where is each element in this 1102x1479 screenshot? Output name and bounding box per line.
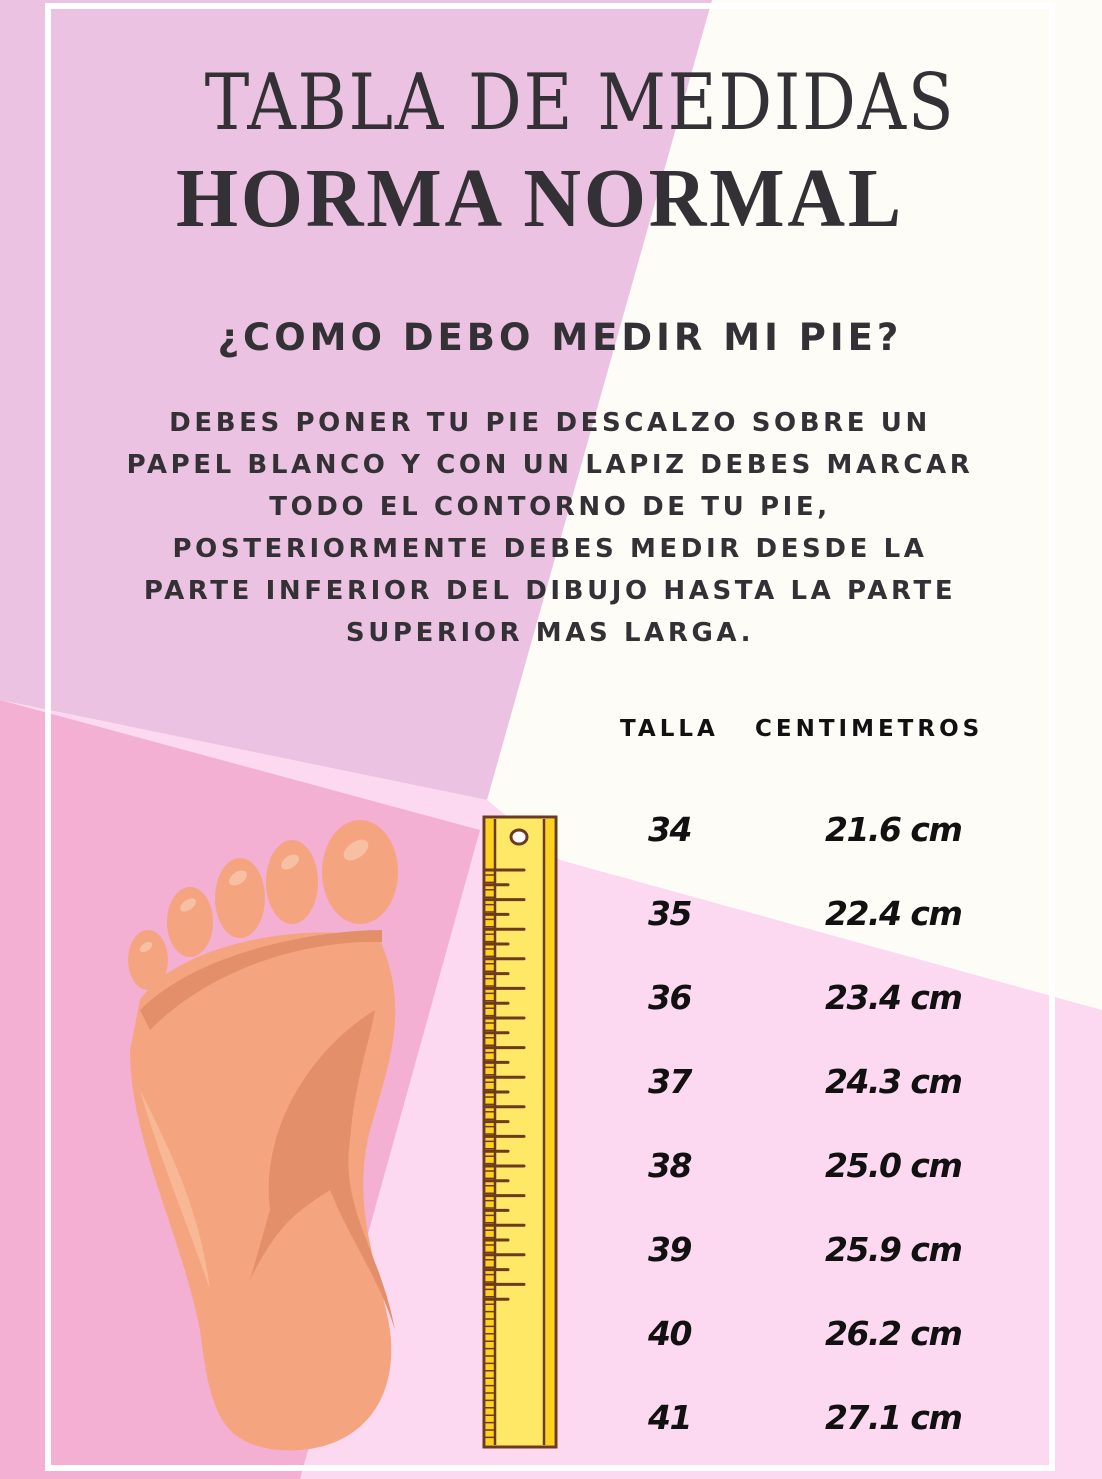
instructions-text: DEBES PONER TU PIE DESCALZO SOBRE UN PAP… [60, 402, 1040, 654]
instruction-line: PAPEL BLANCO Y CON UN LAPIZ DEBES MARCAR [126, 450, 974, 480]
size-cell: 39 [648, 1230, 692, 1269]
instruction-line: DEBES PONER TU PIE DESCALZO SOBRE UN [169, 408, 931, 438]
size-cell: 38 [648, 1146, 692, 1185]
size-cell: 37 [648, 1062, 692, 1101]
cm-cell: 26.2 cm [825, 1314, 963, 1353]
title-line-2: HORMA NORMAL [176, 152, 904, 245]
cm-cell: 27.1 cm [825, 1398, 963, 1437]
size-cell: 40 [648, 1314, 692, 1353]
header-centimetros: CENTIMETROS [755, 716, 984, 742]
cm-cell: 25.0 cm [825, 1146, 963, 1185]
cm-cell: 22.4 cm [825, 894, 963, 933]
cm-cell: 25.9 cm [825, 1230, 963, 1269]
instruction-line: TODO EL CONTORNO DE TU PIE, [269, 492, 831, 522]
size-cell: 36 [648, 978, 692, 1017]
cm-cell: 24.3 cm [825, 1062, 963, 1101]
title-line-1: TABLA DE MEDIDAS [204, 58, 956, 148]
size-cell: 34 [648, 810, 692, 849]
foot-icon [128, 820, 398, 1451]
instruction-line: SUPERIOR MAS LARGA. [345, 618, 755, 648]
cm-cell: 21.6 cm [825, 810, 963, 849]
ruler-icon [482, 815, 558, 1449]
size-cell: 41 [648, 1398, 692, 1437]
instruction-line: PARTE INFERIOR DEL DIBUJO HASTA LA PARTE [143, 576, 957, 606]
header-talla: TALLA [620, 716, 719, 742]
cm-cell: 23.4 cm [825, 978, 963, 1017]
question-heading: ¿COMO DEBO MEDIR MI PIE? [217, 316, 903, 359]
instruction-line: POSTERIORMENTE DEBES MEDIR DESDE LA [172, 534, 928, 564]
size-cell: 35 [648, 894, 692, 933]
